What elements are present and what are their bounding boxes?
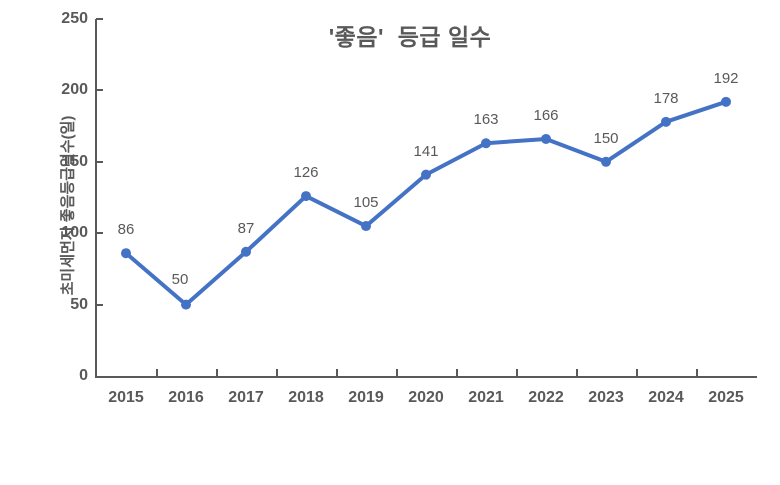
x-axis-tick-mark [456, 369, 458, 377]
data-point-label: 166 [533, 106, 559, 124]
data-point-label: 50 [171, 270, 189, 288]
data-point-marker [601, 156, 611, 167]
y-axis-tick-mark [96, 232, 103, 235]
y-axis-tick-mark [96, 303, 103, 306]
y-axis-tick-label: 0 [79, 367, 88, 384]
data-point-label: 126 [293, 164, 319, 182]
x-axis-tick-label: 2017 [228, 389, 264, 406]
y-axis-tick-label: 200 [61, 81, 88, 99]
x-axis-tick-label: 2023 [588, 389, 624, 406]
data-point-marker [661, 116, 671, 127]
y-axis-tick-mark [96, 160, 103, 163]
x-axis-tick-label: 2025 [708, 389, 744, 406]
data-point-label: 192 [713, 69, 739, 87]
y-axis-tick-mark [96, 89, 103, 92]
data-point-label: 141 [413, 142, 439, 160]
y-axis-tick-label: 100 [61, 224, 88, 242]
y-axis-tick-label: 150 [61, 152, 88, 170]
data-point-marker [421, 169, 431, 180]
x-axis-line [95, 376, 757, 378]
chart-title: '좋음' 등급 일수 [328, 24, 492, 50]
x-axis-tick-label: 2022 [528, 389, 564, 406]
x-axis-tick-label: 2024 [648, 389, 684, 406]
x-axis-tick-mark [636, 369, 638, 377]
data-point-label: 86 [117, 221, 135, 239]
x-axis-tick-label: 2019 [348, 389, 384, 406]
data-point-label: 163 [473, 111, 499, 129]
x-axis-tick-label: 2021 [468, 389, 504, 406]
x-axis-tick-label: 2018 [288, 389, 324, 406]
x-axis-tick-mark [576, 369, 578, 377]
data-point-marker [121, 248, 131, 259]
data-point-label: 87 [237, 219, 255, 237]
x-axis-tick-label: 2015 [108, 389, 144, 406]
x-axis-tick-label: 2016 [168, 389, 204, 406]
x-axis-tick-mark [396, 369, 398, 377]
data-point-marker [541, 133, 551, 144]
data-point-label: 150 [593, 129, 619, 147]
y-axis-line [95, 19, 97, 378]
y-axis-tick-mark [96, 18, 103, 20]
data-point-marker [301, 191, 311, 202]
data-point-label: 178 [653, 89, 679, 107]
y-axis-tick-label: 250 [61, 10, 88, 27]
data-point-marker [721, 96, 731, 107]
y-axis-tick-labels: 0 50 100 150 200 250 [22, 0, 88, 485]
data-point-marker [361, 221, 371, 232]
y-axis-tick-label: 50 [70, 295, 88, 313]
data-point-marker [181, 299, 191, 310]
data-point-marker [481, 138, 491, 149]
x-axis-tick-mark [336, 369, 338, 377]
data-point-marker [241, 246, 251, 257]
x-axis-tick-mark [696, 369, 698, 377]
x-axis-tick-mark [276, 369, 278, 377]
data-point-label: 105 [353, 194, 379, 212]
x-axis-tick-mark [156, 369, 158, 377]
x-axis-tick-mark [216, 369, 218, 377]
x-axis-tick-mark [516, 369, 518, 377]
x-axis-tick-label: 2020 [408, 389, 444, 406]
